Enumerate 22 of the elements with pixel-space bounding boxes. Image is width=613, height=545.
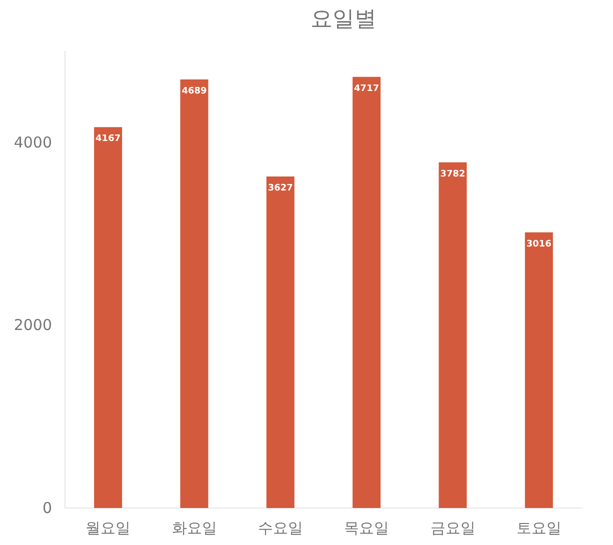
data-label: 4167 [96,134,121,144]
data-label: 4717 [354,84,380,94]
bar [438,162,467,508]
x-tick-label: 수요일 [258,519,303,537]
y-tick-label: 2000 [14,316,52,334]
x-tick-label: 금요일 [430,519,476,537]
chart-title: 요일별 [310,7,376,32]
data-label: 4689 [182,86,207,96]
bar [94,127,122,508]
data-label: 3627 [268,183,293,194]
bar [352,76,381,508]
x-tick-label: 화요일 [172,519,217,537]
data-label: 3016 [526,239,552,250]
bar [266,176,294,508]
bar [180,79,208,508]
y-tick-label: 4000 [14,133,52,152]
data-label: 3782 [440,169,466,180]
x-tick-label: 목요일 [344,519,390,537]
y-tick-label: 0 [42,499,52,517]
bar [524,232,553,508]
x-tick-label: 토요일 [516,519,562,537]
x-tick-label: 월요일 [86,519,131,537]
